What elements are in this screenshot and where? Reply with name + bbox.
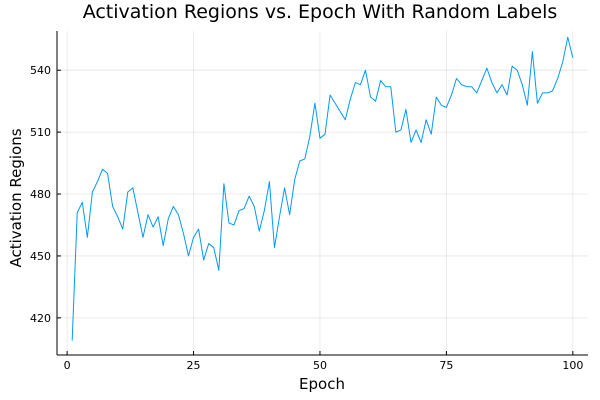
x-tick-label: 25	[187, 359, 201, 372]
tick-labels: 0 25 50 75 100 420 450 480 510 540	[30, 64, 583, 372]
y-axis-label: Activation Regions	[7, 128, 25, 267]
y-tick-label: 510	[30, 126, 51, 139]
x-tick-label: 75	[439, 359, 453, 372]
y-tick-label: 420	[30, 312, 51, 325]
x-tick-label: 100	[562, 359, 583, 372]
y-tick-label: 450	[30, 250, 51, 263]
axes	[56, 31, 588, 356]
x-tick-label: 50	[313, 359, 327, 372]
chart-title: Activation Regions vs. Epoch With Random…	[83, 1, 558, 23]
y-tick-label: 480	[30, 188, 51, 201]
x-tick-label: 0	[64, 359, 71, 372]
series	[71, 36, 574, 341]
y-tick-label: 540	[30, 64, 51, 77]
grid	[57, 31, 588, 355]
x-axis-label: Epoch	[299, 375, 345, 393]
series-line-1	[71, 36, 574, 341]
